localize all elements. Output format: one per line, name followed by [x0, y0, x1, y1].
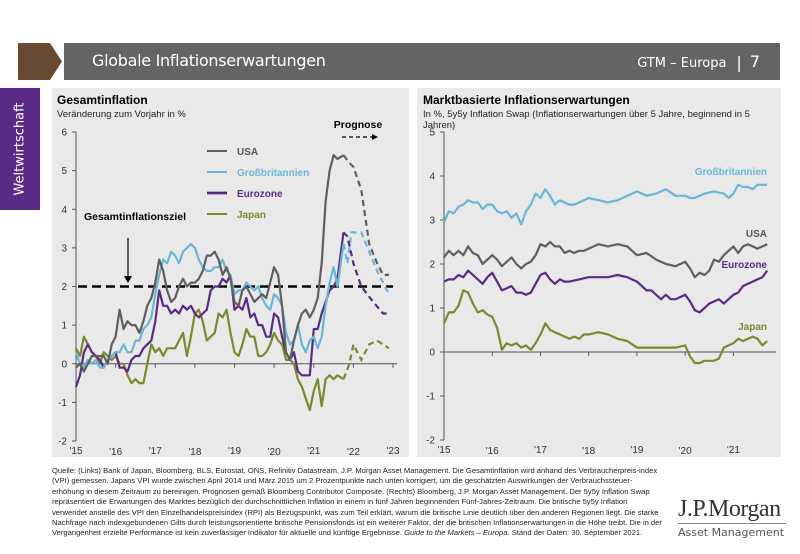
inline-label: Großbritannien: [695, 167, 767, 178]
right-y-tick-label: 3: [429, 216, 435, 227]
footnote-guide: Guide to the Markets – Europa: [404, 528, 508, 538]
right-x-tick-label: '19: [630, 445, 643, 456]
series-line-japan: [442, 289, 768, 365]
left-y-tick-label: 4: [61, 205, 67, 216]
left-y-tick-label: 3: [61, 243, 67, 254]
forecast-line-japan: [342, 339, 390, 380]
header-separator: |: [736, 53, 742, 72]
right-y-tick-label: -1: [426, 392, 435, 403]
forecast-arrow-head: [372, 134, 378, 140]
right-y-tick-label: 5: [429, 128, 435, 139]
right-x-tick-label: '21: [727, 445, 740, 456]
left-x-tick-label: '17: [149, 446, 162, 457]
page-title: Globale Inflationserwartungen: [92, 51, 326, 70]
right-chart-subtitle: In %, 5y5y Inflation Swap (Inflationserw…: [423, 109, 750, 131]
section-tab: [0, 88, 40, 210]
footnote: Quelle: (Links) Bank of Japan, Bloomberg…: [52, 466, 664, 539]
left-x-tick-label: '22: [347, 447, 360, 458]
left-x-tick-label: '23: [386, 446, 399, 457]
header-right: GTM – Europa | 7: [637, 52, 760, 72]
left-y-tick-label: 5: [61, 166, 67, 177]
left-chart-panel: Gesamtinflation Veränderung zum Vorjahr …: [52, 88, 409, 457]
page-number: 7: [749, 52, 760, 71]
legend-label: Eurozone: [237, 189, 283, 200]
left-chart-subtitle: Veränderung zum Vorjahr in %: [57, 109, 186, 120]
series-label: GTM – Europa: [637, 56, 727, 71]
left-chart-title: Gesamtinflation: [57, 93, 148, 107]
legend-label: Großbritannien: [237, 168, 309, 179]
left-y-tick-label: -1: [58, 398, 67, 409]
left-x-tick-label: '16: [109, 447, 122, 458]
series-line-eurozone: [443, 269, 769, 314]
series-line-usa: [443, 240, 768, 279]
footnote-date: . Stand der Daten: 30. September 2021.: [507, 528, 643, 538]
right-x-tick-label: '15: [437, 445, 450, 456]
logo-main: J.P.Morgan: [678, 496, 781, 522]
right-y-tick-label: 2: [429, 260, 435, 271]
series-line-grobritannien: [74, 242, 345, 369]
left-y-tick-label: 6: [61, 128, 67, 139]
left-x-tick-label: '19: [228, 446, 241, 457]
series-line-grobritannien: [442, 183, 768, 226]
forecast-label: Prognose: [334, 119, 383, 131]
right-x-tick-label: '17: [534, 445, 547, 456]
series-line-usa: [75, 154, 345, 373]
right-x-tick-label: '18: [582, 446, 595, 457]
series-line-japan: [75, 308, 345, 412]
target-label: Gesamtinflationsziel: [84, 211, 186, 223]
inline-label: USA: [746, 229, 767, 240]
logo-rule: [678, 523, 786, 524]
right-y-tick-label: 4: [429, 172, 435, 183]
left-y-tick-label: 1: [61, 321, 67, 332]
target-arrow-head: [124, 276, 132, 283]
left-y-tick-label: 0: [61, 359, 67, 370]
left-x-tick-label: '20: [268, 447, 281, 458]
inline-label: Eurozone: [721, 260, 767, 271]
right-y-tick-label: 0: [429, 348, 435, 359]
forecast-line-eurozone: [342, 231, 389, 315]
forecast-line-usa: [342, 154, 389, 276]
inline-label: Japan: [738, 322, 767, 333]
jpmorgan-logo: J.P.Morgan Asset Management: [678, 497, 786, 539]
left-x-tick-label: '15: [69, 446, 82, 457]
right-y-tick-label: 1: [429, 304, 435, 315]
logo-sub: Asset Management: [678, 526, 785, 539]
footnote-text: Quelle: (Links) Bank of Japan, Bloomberg…: [52, 466, 662, 538]
left-x-tick-label: '18: [188, 447, 201, 458]
series-line-eurozone: [74, 232, 345, 388]
left-y-tick-label: -2: [58, 437, 67, 448]
right-chart-title: Marktbasierte Inflationserwartungen: [423, 93, 630, 107]
right-y-tick-label: -2: [426, 436, 435, 447]
right-chart-panel: Marktbasierte Inflationserwartungen In %…: [417, 88, 781, 457]
right-x-tick-label: '16: [486, 446, 499, 457]
right-x-tick-label: '20: [679, 446, 692, 457]
legend-label: USA: [237, 147, 258, 158]
legend-label: Japan: [237, 210, 266, 221]
header-bar: [64, 43, 780, 80]
left-y-tick-label: 2: [61, 282, 67, 293]
forecast-line-grobritannien: [342, 231, 390, 295]
left-x-tick-label: '21: [307, 446, 320, 457]
section-chevron: [18, 43, 62, 80]
